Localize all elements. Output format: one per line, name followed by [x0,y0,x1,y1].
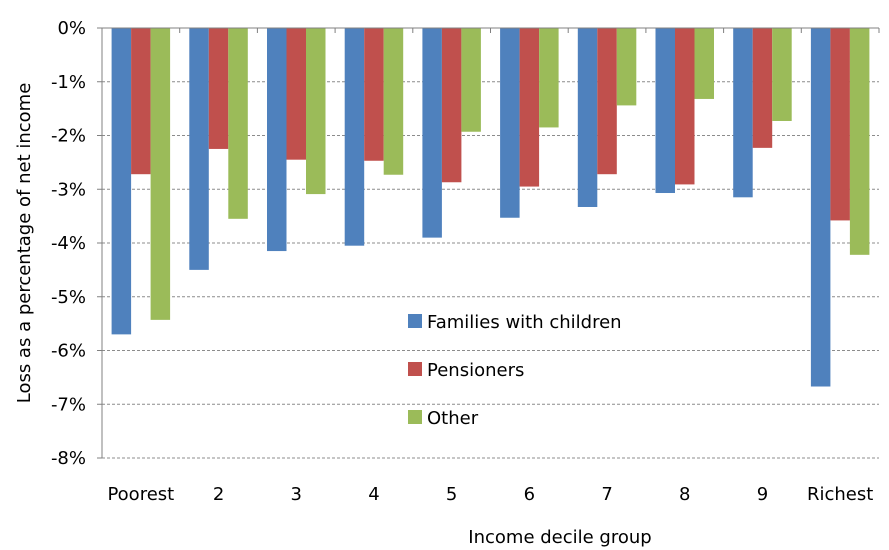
bar [597,28,617,175]
legend-label: Families with children [427,312,622,333]
bar [461,28,481,132]
bar [208,28,229,149]
x-tick-label: Richest [807,484,873,505]
legend-label: Pensioners [427,360,524,381]
bar [131,28,151,175]
bar [228,28,248,219]
bar [810,28,831,387]
bar [364,28,384,161]
bar [500,28,520,218]
bars [111,28,870,387]
y-tick-label: -4% [51,233,86,254]
x-tick-label: 9 [757,484,768,505]
bar [286,28,306,160]
x-tick-label: 5 [446,484,457,505]
bar [422,28,442,238]
y-tick-label: -5% [51,287,86,308]
axes [97,27,880,459]
bar [849,28,870,255]
legend: Families with children Pensioners Other [408,312,622,429]
x-tick-label: 3 [291,484,302,505]
x-tick-label: 7 [601,484,612,505]
bar [189,28,209,270]
bar [519,28,540,187]
y-tick-label: -7% [51,394,86,415]
bar [830,28,850,221]
x-tick-label: 8 [679,484,690,505]
bar [383,28,404,175]
y-tick-label: -3% [51,179,86,200]
legend-swatch [408,314,422,328]
bar [344,28,365,246]
bar [441,28,462,183]
x-axis-title: Income decile group [468,527,651,548]
bar [675,28,695,185]
y-tick-label: -8% [51,448,86,469]
x-tick-label: 6 [524,484,535,505]
bar [267,28,287,252]
bar [694,28,714,99]
bar [577,28,598,207]
bar [306,28,326,195]
legend-label: Other [427,408,479,429]
y-tick-label: -1% [51,72,86,93]
x-tick-label: 2 [213,484,224,505]
y-tick-label: 0% [57,18,86,39]
tick-labels: 0% -1% -2% -3% -4% -5% -6% -7% -8% Poorest 2 3 4 5 6 7 8… [51,18,873,505]
bar [150,28,171,320]
y-tick-label: -2% [51,126,86,147]
bar [772,28,792,121]
y-tick-label: -6% [51,341,86,362]
bar [655,28,675,194]
legend-swatch [408,410,422,424]
x-tick-label: 4 [368,484,379,505]
bar [539,28,559,128]
y-axis-title: Loss as a percentage of net income [14,83,35,404]
bar [733,28,753,198]
bar [752,28,773,148]
x-tick-label: Poorest [107,484,174,505]
bar [111,28,132,335]
bar [616,28,637,106]
legend-swatch [408,362,422,376]
